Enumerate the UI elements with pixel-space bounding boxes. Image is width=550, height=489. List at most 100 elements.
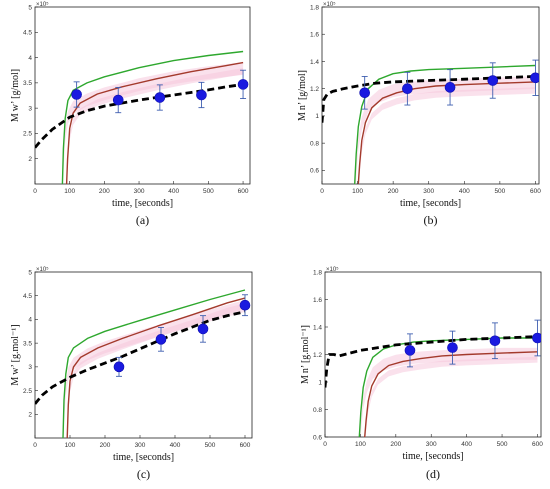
y-tick-label: 1	[318, 379, 322, 386]
data-point	[402, 83, 413, 94]
y-exponent-label: ×10⁵	[326, 266, 339, 273]
y-tick-label: 0.6	[313, 434, 322, 441]
x-tick-label: 500	[203, 188, 214, 195]
data-point	[530, 72, 539, 84]
data-point	[196, 89, 207, 101]
y-tick-label: 2.5	[23, 388, 32, 395]
chart-panel-2: 0 100 200 300 400 500 600 0.6 0.8 1 1.2 1.4 1.6 1.8 ×1…	[297, 1, 541, 227]
x-tick-label: 400	[170, 442, 181, 449]
y-tick-label: 0.6	[310, 168, 319, 175]
x-tick-label: 300	[426, 441, 437, 448]
x-tick-label: 300	[423, 188, 434, 195]
x-tick-label: 500	[497, 441, 508, 448]
data-point	[155, 334, 167, 345]
x-tick-label: 600	[530, 188, 541, 195]
data-point	[71, 89, 82, 100]
y-axis-label: M w’ [g/mol]	[10, 69, 21, 122]
series-line-dashed	[35, 310, 246, 405]
series-line-red	[364, 351, 538, 437]
series-line-red	[66, 297, 246, 438]
x-tick-label: 200	[100, 442, 111, 449]
data-point	[444, 82, 456, 93]
series-line-red	[65, 61, 244, 184]
x-tick-label: 600	[238, 188, 249, 195]
y-tick-label: 2	[28, 412, 32, 419]
chart-panel-4: 0 100 200 300 400 500 600 0.6 0.8 1 1.2 1.4 1.6 1.8 ×1…	[300, 266, 543, 481]
y-tick-label: 3	[28, 364, 32, 371]
series-line-green	[354, 64, 536, 184]
x-tick-label: 200	[390, 441, 401, 448]
y-tick-label: 3	[28, 105, 32, 112]
y-exponent-label: ×10⁵	[36, 1, 49, 8]
series-line-dashed	[322, 75, 536, 123]
series-line-green	[62, 289, 246, 438]
y-axis-label: M w’ [g.mol⁻¹]	[10, 324, 21, 385]
plot-area	[35, 289, 251, 438]
x-tick-label: 500	[494, 188, 505, 195]
y-exponent-label: ×10⁵	[323, 1, 336, 8]
series-line-dashed	[325, 335, 538, 388]
data-point	[154, 92, 166, 103]
panel-caption: (a)	[136, 213, 149, 227]
y-tick-label: 4.5	[23, 30, 32, 37]
y-tick-label: 3.5	[23, 80, 32, 87]
y-tick-label: 4	[28, 317, 32, 324]
x-tick-label: 0	[323, 441, 327, 448]
y-axis-label: M n’ [g.mol⁻¹]	[300, 325, 311, 384]
x-tick-label: 400	[168, 188, 179, 195]
x-tick-label: 0	[33, 188, 37, 195]
x-axis-label: time, [seconds]	[113, 452, 174, 463]
chart-panel-1: 0 100 200 300 400 500 600 2 2.5 3 3.5 4 4.5 5 ×10⁵ time…	[10, 1, 251, 227]
data-point	[487, 75, 499, 86]
data-point	[239, 299, 251, 311]
panel-caption: (b)	[424, 213, 438, 227]
plot-area	[322, 59, 539, 184]
green-uncertainty-band	[355, 76, 536, 184]
y-tick-label: 3.5	[23, 340, 32, 347]
y-tick-label: 5	[28, 269, 32, 276]
data-point	[404, 345, 416, 356]
y-tick-label: 1.8	[313, 269, 322, 276]
x-tick-label: 600	[532, 441, 543, 448]
data-point	[447, 342, 458, 353]
series-line-red	[357, 81, 536, 184]
data-point	[197, 323, 209, 335]
series-line-green	[61, 50, 244, 184]
x-tick-label: 300	[134, 188, 145, 195]
green-uncertainty-band	[62, 62, 244, 184]
y-tick-label: 4	[28, 55, 32, 62]
y-tick-label: 1.4	[313, 324, 322, 331]
x-tick-label: 0	[320, 188, 324, 195]
data-point	[359, 87, 370, 99]
y-tick-label: 1.6	[310, 32, 319, 39]
y-tick-label: 1.8	[310, 4, 319, 11]
x-tick-label: 0	[33, 442, 37, 449]
y-tick-label: 0.8	[310, 140, 319, 147]
x-axis-label: time, [seconds]	[402, 451, 463, 462]
plot-area	[325, 319, 541, 437]
data-point	[113, 361, 125, 373]
y-tick-label: 1	[315, 113, 319, 120]
x-tick-label: 300	[135, 442, 146, 449]
y-tick-label: 5	[28, 4, 32, 11]
data-point	[112, 94, 124, 106]
panel-caption: (c)	[137, 467, 150, 481]
data-point	[237, 79, 249, 90]
data-point	[489, 335, 501, 347]
plot-area	[35, 50, 249, 184]
y-exponent-label: ×10⁵	[36, 266, 49, 273]
x-tick-label: 100	[65, 442, 76, 449]
x-axis-label: time, [seconds]	[112, 198, 173, 209]
chart-panel-3: 0 100 200 300 400 500 600 2 2.5 3 3.5 4 4.5 5 ×10⁵ time…	[10, 266, 253, 481]
x-tick-label: 600	[240, 442, 251, 449]
y-axis-label: M n’ [g/mol]	[297, 70, 308, 121]
panel-caption: (d)	[426, 467, 440, 481]
x-tick-label: 100	[64, 188, 75, 195]
x-axis-label: time, [seconds]	[400, 198, 461, 209]
data-point	[532, 332, 541, 344]
x-tick-label: 200	[99, 188, 110, 195]
x-tick-label: 400	[459, 188, 470, 195]
x-tick-label: 500	[205, 442, 216, 449]
series-line-dashed	[35, 83, 244, 149]
